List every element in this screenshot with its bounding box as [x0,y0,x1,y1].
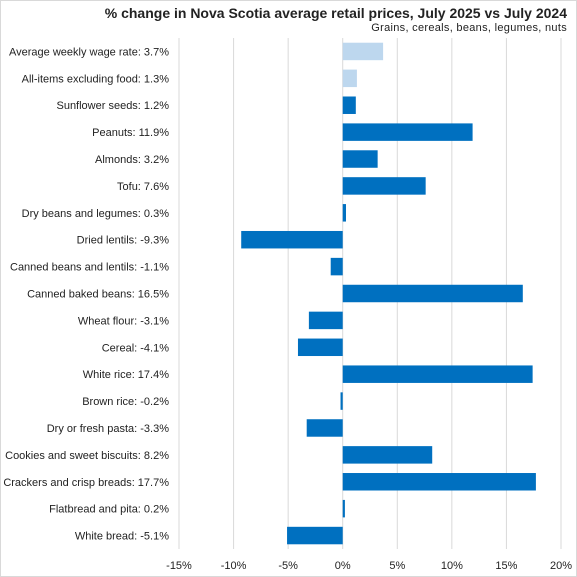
category-label: All-items excluding food: 1.3% [22,73,170,85]
x-tick-label: -15% [166,560,192,572]
category-label: Dried lentils: -9.3% [77,235,170,247]
bar [342,42,384,61]
bar [287,526,343,545]
bar [306,419,343,437]
bar [340,392,343,410]
category-label: Dry or fresh pasta: -3.3% [47,423,169,435]
bar [342,150,378,168]
x-tick-label: 0% [335,560,351,572]
category-label: Canned baked beans: 16.5% [27,289,169,301]
bar [342,284,523,303]
bar [342,96,356,114]
category-label: Tofu: 7.6% [117,181,169,193]
category-label: Canned beans and lentils: -1.1% [10,262,169,274]
bar [342,473,536,491]
x-tick-label: 15% [495,560,517,572]
category-label: Average weekly wage rate: 3.7% [9,46,169,58]
x-tick-label: 20% [550,560,572,572]
category-label: White bread: -5.1% [75,531,169,543]
bar [297,338,343,357]
bar [308,311,343,330]
bar [342,446,433,464]
bar [241,230,343,249]
category-label: Sunflower seeds: 1.2% [56,100,169,112]
category-label: Cereal: -4.1% [102,342,169,354]
bar [342,499,345,518]
x-tick-label: 5% [389,560,405,572]
bar [342,204,346,222]
category-label: Peanuts: 11.9% [92,127,169,139]
category-label: Crackers and crisp breads: 17.7% [3,477,169,489]
bar [342,69,357,88]
x-tick-label: -5% [278,560,298,572]
category-label: White rice: 17.4% [83,369,169,381]
category-label: Dry beans and legumes: 0.3% [22,208,170,220]
chart-subtitle: Grains, cereals, beans, legumes, nuts [371,22,567,34]
x-tick-label: -10% [221,560,247,572]
bar [342,123,473,141]
category-label: Almonds: 3.2% [95,154,169,166]
category-label: Cookies and sweet biscuits: 8.2% [5,450,169,462]
category-label: Wheat flour: -3.1% [78,315,169,327]
category-label: Brown rice: -0.2% [82,396,169,408]
chart-title: % change in Nova Scotia average retail p… [104,5,567,21]
x-tick-label: 10% [441,560,463,572]
bar [342,365,533,383]
category-label: Flatbread and pita: 0.2% [49,504,169,516]
bar [342,177,426,195]
bar [330,257,343,276]
